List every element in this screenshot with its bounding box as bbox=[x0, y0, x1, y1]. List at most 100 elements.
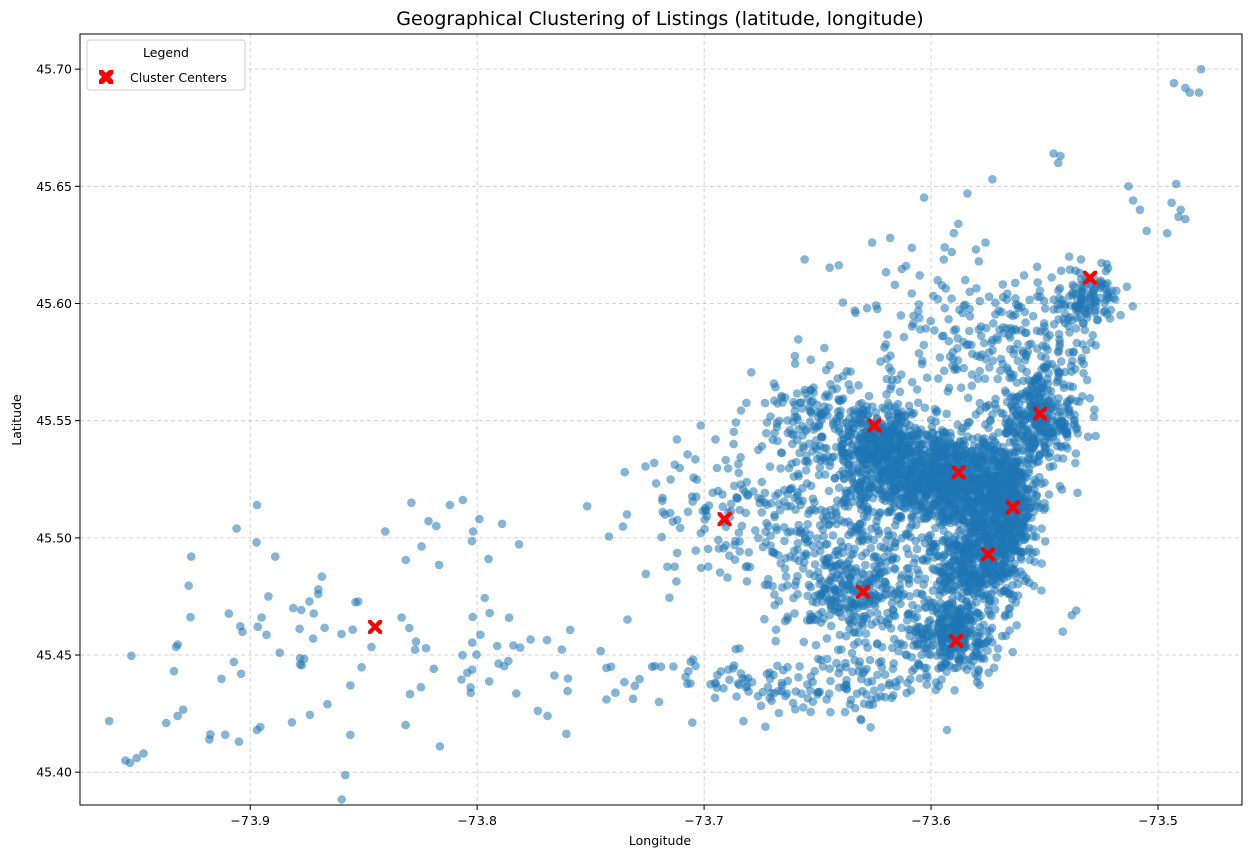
listing-point bbox=[781, 572, 791, 581]
listing-point bbox=[1010, 449, 1019, 459]
listing-point bbox=[1105, 314, 1115, 323]
listing-point bbox=[991, 298, 1000, 308]
listing-point bbox=[542, 635, 552, 645]
listing-point bbox=[896, 573, 906, 583]
listing-point bbox=[965, 326, 974, 336]
listing-point bbox=[1037, 524, 1046, 533]
listing-point bbox=[940, 243, 949, 252]
listing-point bbox=[656, 662, 666, 671]
listing-point bbox=[993, 440, 1002, 450]
listing-point bbox=[922, 680, 931, 689]
listing-point bbox=[944, 383, 954, 393]
listing-point bbox=[882, 566, 892, 575]
listing-point bbox=[895, 387, 905, 397]
listing-point bbox=[857, 674, 866, 684]
listing-point bbox=[863, 643, 872, 652]
listing-point bbox=[1031, 532, 1041, 541]
listing-point bbox=[912, 385, 922, 394]
listing-point bbox=[836, 516, 845, 525]
listing-point bbox=[264, 592, 273, 601]
listing-point bbox=[765, 462, 775, 471]
listing-point bbox=[458, 650, 467, 660]
listing-point bbox=[476, 630, 485, 639]
listing-point bbox=[628, 694, 638, 704]
listing-point bbox=[897, 477, 906, 487]
listing-point bbox=[959, 488, 969, 498]
listing-point bbox=[432, 521, 441, 531]
listing-point bbox=[1083, 432, 1093, 442]
listing-point bbox=[870, 551, 879, 561]
listing-point bbox=[838, 298, 848, 307]
listing-point bbox=[641, 569, 651, 579]
listing-point bbox=[983, 646, 992, 655]
listing-point bbox=[1040, 447, 1049, 457]
listing-point bbox=[918, 469, 927, 479]
listing-point bbox=[918, 590, 927, 600]
listing-point bbox=[232, 524, 241, 533]
listing-point bbox=[1091, 431, 1100, 441]
listing-point bbox=[946, 428, 955, 438]
listing-point bbox=[925, 472, 935, 482]
listing-point bbox=[984, 348, 994, 357]
listing-point bbox=[773, 399, 782, 408]
listing-point bbox=[975, 366, 984, 376]
listing-point bbox=[1006, 393, 1016, 403]
listing-point bbox=[973, 609, 983, 618]
listing-point bbox=[980, 499, 989, 509]
listing-point bbox=[742, 477, 751, 487]
listing-point bbox=[847, 619, 856, 628]
listing-point bbox=[1020, 328, 1030, 338]
listing-point bbox=[270, 552, 280, 561]
listing-point bbox=[738, 484, 748, 494]
listing-point bbox=[806, 386, 815, 395]
listing-point bbox=[686, 657, 695, 666]
listing-point bbox=[794, 335, 803, 344]
listing-point bbox=[475, 514, 484, 524]
listing-point bbox=[902, 564, 912, 573]
listing-point bbox=[944, 516, 953, 525]
listing-point bbox=[962, 546, 971, 555]
listing-point bbox=[1010, 565, 1020, 575]
listing-point bbox=[766, 531, 775, 540]
y-tick-label: 45.70 bbox=[36, 62, 72, 77]
listing-point bbox=[696, 421, 705, 430]
listing-point bbox=[715, 568, 725, 577]
listing-point bbox=[1041, 393, 1050, 403]
listing-point bbox=[922, 513, 932, 522]
listing-point bbox=[424, 516, 433, 526]
listing-point bbox=[882, 390, 891, 399]
listing-point bbox=[287, 718, 297, 727]
listing-point bbox=[742, 577, 752, 586]
listing-point bbox=[806, 686, 815, 695]
listing-point bbox=[996, 482, 1006, 492]
listing-point bbox=[950, 532, 960, 541]
listing-point bbox=[876, 467, 885, 476]
listing-point bbox=[1103, 264, 1113, 273]
listing-point bbox=[862, 434, 872, 444]
listing-point bbox=[467, 638, 477, 647]
listing-point bbox=[710, 693, 720, 703]
listing-point bbox=[810, 560, 820, 569]
listing-point bbox=[1082, 375, 1092, 385]
listing-point bbox=[848, 587, 858, 596]
listing-point bbox=[790, 581, 800, 590]
listing-point bbox=[832, 508, 841, 517]
listing-point bbox=[1034, 395, 1043, 405]
listing-point bbox=[125, 758, 135, 768]
listing-point bbox=[736, 669, 746, 678]
listing-point bbox=[822, 634, 832, 643]
listing-point bbox=[884, 410, 893, 420]
listing-point bbox=[896, 462, 905, 472]
listing-point bbox=[305, 710, 315, 720]
listing-point bbox=[760, 488, 770, 498]
listing-point bbox=[837, 448, 847, 458]
listing-point bbox=[852, 689, 862, 698]
listing-point bbox=[401, 720, 410, 730]
listing-point bbox=[862, 512, 872, 522]
listing-point bbox=[780, 536, 789, 546]
listing-point bbox=[887, 693, 896, 703]
listing-point bbox=[942, 650, 952, 660]
listing-point bbox=[736, 406, 746, 415]
listing-point bbox=[725, 675, 734, 684]
listing-point bbox=[649, 458, 659, 468]
